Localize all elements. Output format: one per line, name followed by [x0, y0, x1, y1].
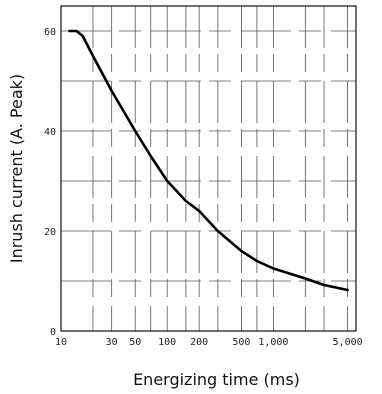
y-tick-label: 20: [44, 227, 56, 238]
y-tick-label: 40: [44, 127, 56, 138]
y-tick-label: 60: [44, 27, 56, 38]
y-tick-label: 0: [50, 327, 56, 338]
series-line: [68, 29, 349, 292]
x-tick-label: 500: [232, 337, 250, 348]
x-tick-label: 5,000: [333, 337, 363, 348]
x-tick-label: 1,000: [258, 337, 288, 348]
x-tick-label: 30: [106, 337, 118, 348]
x-tick-label: 200: [190, 337, 208, 348]
x-tick-label: 100: [158, 337, 176, 348]
x-axis-title: Energizing time (ms): [133, 370, 300, 389]
x-tick-label: 50: [129, 337, 141, 348]
axes-layer: [60, 5, 357, 332]
grid-layer: [61, 6, 356, 331]
series-layer: [68, 29, 349, 292]
plot-frame: [60, 5, 357, 332]
x-tick-label: 10: [55, 337, 67, 348]
y-axis-title: Inrush current (A. Peak): [7, 74, 26, 263]
tick-labels: 10 30 50 100 200 500 1,000 5,000 0 20 40 60: [44, 27, 363, 348]
